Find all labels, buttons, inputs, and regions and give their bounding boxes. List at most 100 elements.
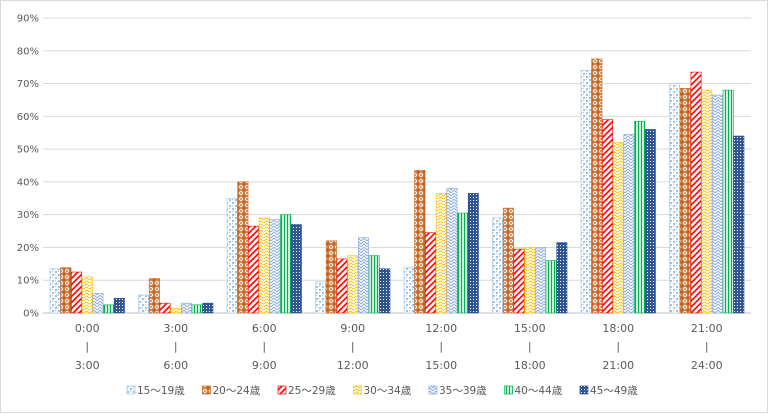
bar-7-7 bbox=[644, 129, 656, 314]
y-tick-label: 0% bbox=[23, 309, 39, 320]
bar-1-8 bbox=[669, 83, 681, 314]
bar-1-2 bbox=[138, 294, 150, 314]
bar-5-5 bbox=[446, 188, 458, 314]
bar-4-7 bbox=[612, 142, 624, 314]
legend-item: 30～34歳 bbox=[353, 385, 412, 397]
bar-3-4 bbox=[336, 258, 348, 314]
legend-label: 15～19歳 bbox=[137, 385, 185, 397]
x-tick-label: 15:00 | 18:00 bbox=[514, 322, 546, 372]
bar-6-8 bbox=[722, 89, 734, 314]
bar-4-3 bbox=[258, 217, 270, 314]
x-tick-label: 9:00 | 12:00 bbox=[337, 322, 369, 372]
legend-swatch bbox=[428, 385, 438, 395]
bar-6-3 bbox=[280, 214, 292, 314]
x-tick-label: 18:00 | 21:00 bbox=[602, 322, 634, 372]
bar-6-1 bbox=[103, 304, 115, 314]
y-tick-label: 50% bbox=[17, 145, 39, 156]
legend-label: 30～34歳 bbox=[364, 385, 412, 397]
legend-item: 25～29歳 bbox=[277, 385, 336, 397]
x-tick-end: 18:00 bbox=[514, 359, 546, 372]
bar-3-8 bbox=[690, 71, 702, 314]
bar-4-8 bbox=[701, 89, 713, 314]
gridlines bbox=[43, 17, 751, 314]
legend-item: 40～44歳 bbox=[504, 385, 563, 397]
x-tick-label: 21:00 | 24:00 bbox=[691, 322, 723, 372]
x-tick-sep: | bbox=[705, 340, 709, 353]
y-tick-label: 10% bbox=[17, 276, 39, 287]
bar-3-3 bbox=[248, 225, 259, 314]
bar-7-4 bbox=[379, 268, 391, 314]
bar-1-3 bbox=[226, 197, 238, 314]
x-axis: 0:00|3:003:00|6:006:00|9:009:00|12:0012:… bbox=[75, 322, 723, 372]
x-tick-end: 15:00 bbox=[425, 359, 457, 372]
x-tick-start: 18:00 bbox=[602, 322, 634, 335]
bar-5-6 bbox=[534, 247, 546, 314]
x-tick-start: 9:00 bbox=[340, 322, 365, 335]
bar-4-5 bbox=[435, 193, 447, 314]
legend-label: 35～39歳 bbox=[439, 385, 487, 397]
bar-4-4 bbox=[347, 255, 359, 314]
legend-swatch bbox=[504, 385, 513, 395]
legend-label: 40～44歳 bbox=[515, 385, 563, 397]
legend-swatch bbox=[353, 385, 362, 395]
x-tick-sep: | bbox=[351, 340, 355, 353]
x-tick-end: 6:00 bbox=[163, 359, 188, 372]
x-tick-sep: | bbox=[262, 340, 266, 353]
bar-2-7 bbox=[591, 58, 603, 314]
y-tick-label: 80% bbox=[17, 46, 39, 57]
bar-6-2 bbox=[191, 304, 203, 314]
bar-1-4 bbox=[315, 281, 327, 314]
legend-label: 20～24歳 bbox=[213, 385, 261, 397]
x-tick-sep: | bbox=[616, 340, 620, 353]
bar-1-6 bbox=[492, 217, 504, 314]
bar-5-3 bbox=[269, 219, 281, 314]
bar-4-2 bbox=[170, 307, 182, 314]
bar-7-1 bbox=[113, 297, 125, 314]
legend-swatch bbox=[202, 385, 211, 395]
x-tick-start: 12:00 bbox=[425, 322, 457, 335]
y-tick-label: 90% bbox=[17, 14, 39, 25]
x-tick-start: 0:00 bbox=[75, 322, 100, 335]
legend-label: 25～29歳 bbox=[288, 385, 336, 397]
bar-4-1 bbox=[81, 276, 93, 314]
legend-item: 45～49歳 bbox=[579, 385, 638, 397]
legend: 15～19歳 20～24歳 25～29歳 30～34歳 35～39歳 40～44歳 45～4… bbox=[126, 385, 638, 397]
x-tick-end: 9:00 bbox=[252, 359, 277, 372]
bar-6-5 bbox=[457, 212, 469, 314]
legend-item: 35～39歳 bbox=[428, 385, 487, 397]
x-tick-label: 6:00 | 9:00 bbox=[252, 322, 277, 372]
bar-2-8 bbox=[679, 88, 691, 314]
y-tick-label: 40% bbox=[17, 177, 39, 188]
legend-swatch bbox=[579, 385, 589, 395]
x-tick-start: 21:00 bbox=[691, 322, 723, 335]
bar-2-3 bbox=[237, 181, 249, 314]
bar-7-3 bbox=[290, 224, 302, 314]
bar-2-6 bbox=[502, 207, 514, 314]
y-tick-label: 30% bbox=[17, 210, 39, 221]
y-tick-label: 60% bbox=[17, 112, 39, 123]
x-tick-label: 3:00 | 6:00 bbox=[163, 322, 188, 372]
x-tick-label: 0:00 | 3:00 bbox=[75, 322, 100, 372]
x-tick-end: 21:00 bbox=[602, 359, 634, 372]
x-tick-start: 15:00 bbox=[514, 322, 546, 335]
bars bbox=[49, 58, 745, 314]
bar-3-2 bbox=[159, 302, 171, 314]
legend-swatch bbox=[277, 385, 287, 395]
bar-5-4 bbox=[357, 237, 369, 314]
x-tick-start: 3:00 bbox=[163, 322, 188, 335]
bar-5-8 bbox=[711, 94, 723, 314]
bar-3-1 bbox=[71, 271, 83, 314]
y-tick-label: 20% bbox=[17, 243, 39, 254]
bar-3-7 bbox=[602, 119, 614, 314]
bar-2-1 bbox=[60, 267, 72, 314]
x-tick-end: 3:00 bbox=[75, 359, 100, 372]
bar-6-6 bbox=[545, 260, 557, 314]
x-tick-sep: | bbox=[174, 340, 178, 353]
x-tick-end: 12:00 bbox=[337, 359, 369, 372]
bar-4-6 bbox=[524, 247, 536, 314]
legend-label: 45～49歳 bbox=[590, 385, 638, 397]
bar-6-4 bbox=[368, 255, 380, 314]
y-axis: 0% 10% 20% 30% 40% 50% 60% 70% 80% 90% bbox=[17, 14, 39, 320]
bar-7-8 bbox=[733, 135, 745, 314]
